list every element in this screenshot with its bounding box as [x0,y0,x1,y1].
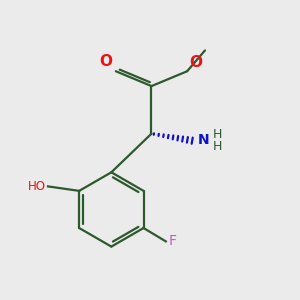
Text: O: O [99,54,112,69]
Text: F: F [168,234,176,248]
Text: HO: HO [28,180,46,193]
Text: H: H [212,128,222,141]
Text: N: N [198,133,210,147]
Text: O: O [190,55,202,70]
Text: H: H [212,140,222,153]
